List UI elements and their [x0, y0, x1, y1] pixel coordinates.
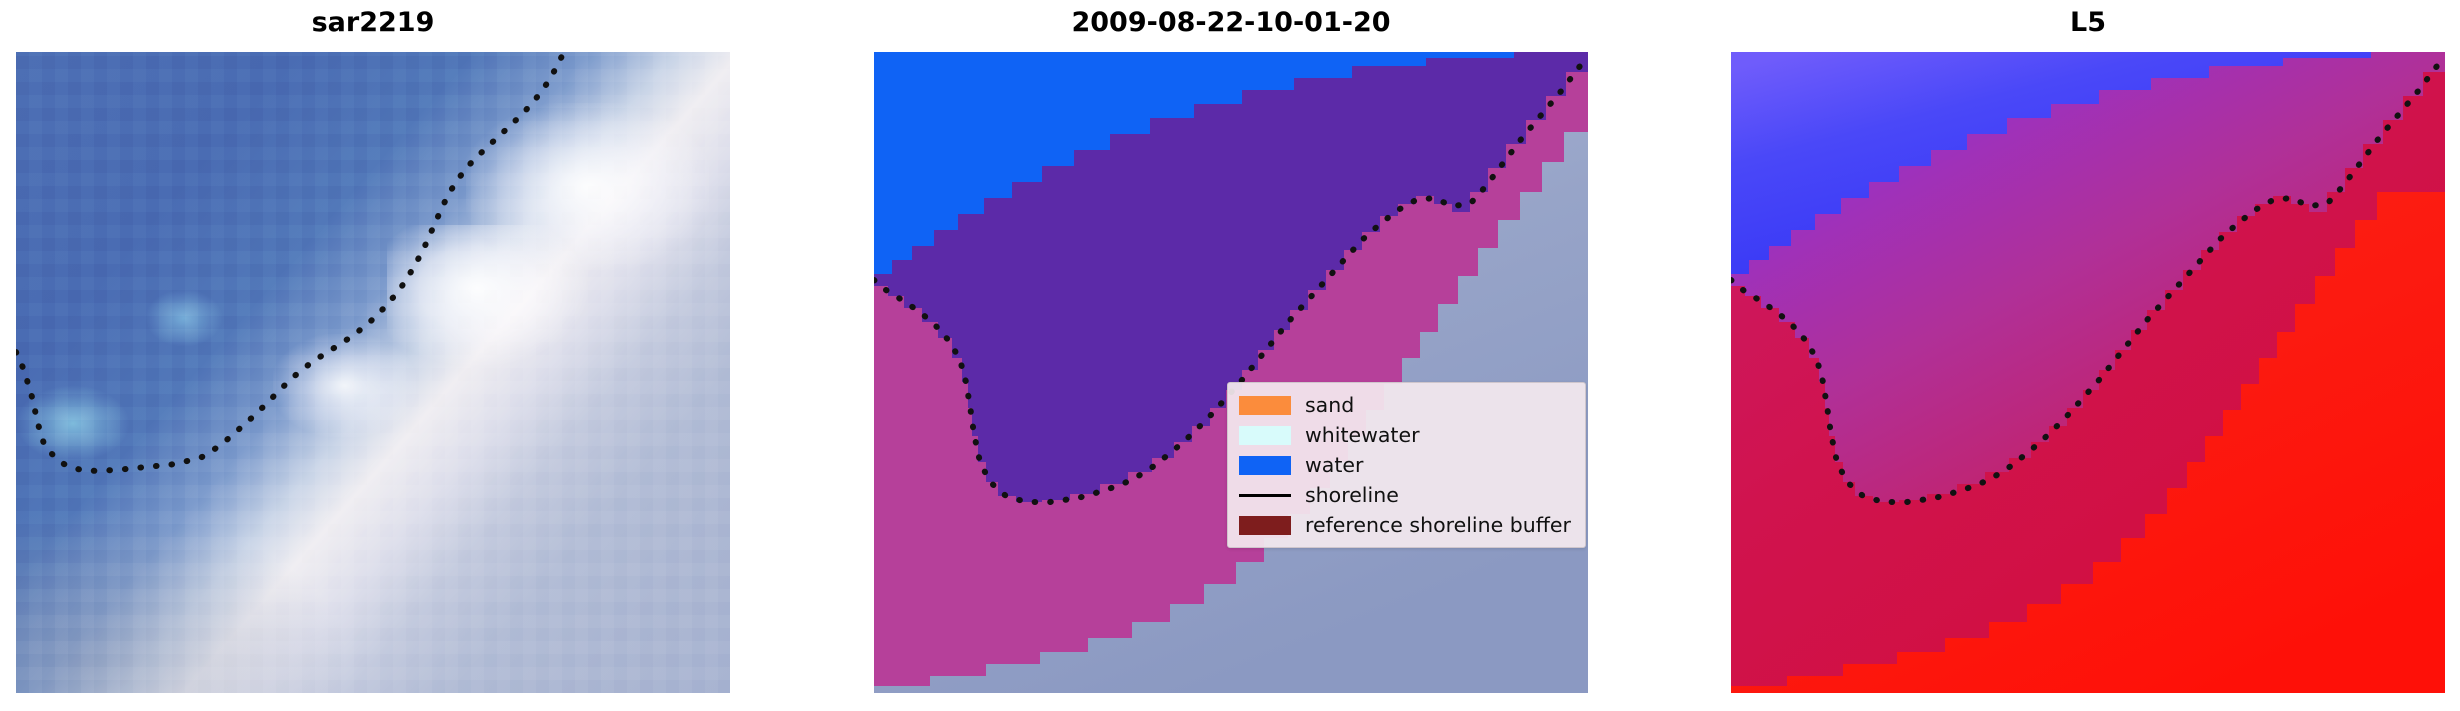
bright-land-patch-3 [273, 334, 416, 437]
legend-swatch-whitewater [1239, 425, 1291, 445]
legend-swatch-reference-shoreline-buffer [1239, 515, 1291, 535]
whitewater-patch-left [16, 385, 131, 463]
legend-item-reference-shoreline-buffer: reference shoreline buffer [1239, 510, 1574, 540]
legend-label-water: water [1305, 453, 1364, 477]
panel-index-l5: L5 [1731, 8, 2445, 693]
legend-item-water: water [1239, 450, 1574, 480]
panel-classification: 2009-08-22-10-01-20 [874, 8, 1588, 693]
map-legend: sand whitewater water shoreline referenc… [1227, 382, 1586, 548]
legend-item-sand: sand [1239, 390, 1574, 420]
index-high-region [1731, 192, 2445, 693]
whitewater-patch-mid [144, 289, 224, 347]
panel-sar2219-canvas [16, 52, 730, 693]
legend-item-shoreline: shoreline [1239, 480, 1574, 510]
legend-swatch-shoreline [1239, 486, 1291, 505]
legend-label-reference-shoreline-buffer: reference shoreline buffer [1305, 513, 1571, 537]
classification-regions [874, 52, 1588, 693]
panel-title-l5: L5 [2070, 7, 2106, 38]
legend-label-whitewater: whitewater [1305, 423, 1420, 447]
panel-title-classification: 2009-08-22-10-01-20 [1071, 7, 1391, 38]
panel-index-canvas [1731, 52, 2445, 693]
panel-classification-canvas [874, 52, 1588, 693]
legend-swatch-sand [1239, 395, 1291, 415]
legend-item-whitewater: whitewater [1239, 420, 1574, 450]
index-regions [1731, 52, 2445, 693]
bright-land-patch-2 [465, 103, 709, 270]
legend-label-sand: sand [1305, 393, 1355, 417]
legend-swatch-water [1239, 455, 1291, 475]
panel-title-sar2219: sar2219 [311, 7, 435, 38]
darker-land-patch [16, 513, 345, 693]
panel-sar2219: sar2219 [16, 8, 730, 693]
legend-label-shoreline: shoreline [1305, 483, 1399, 507]
